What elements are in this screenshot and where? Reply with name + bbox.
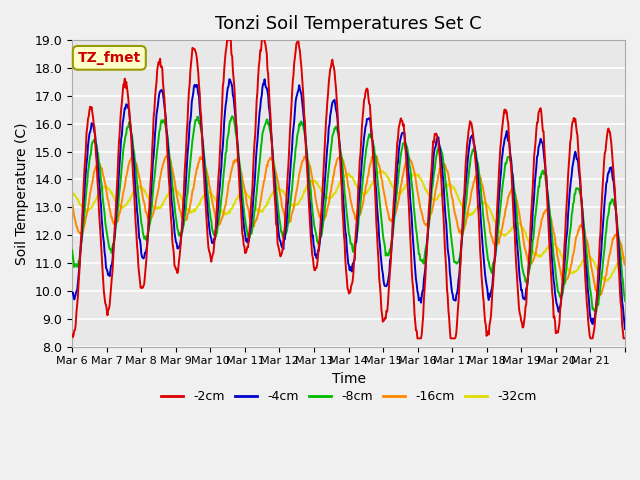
- Line: -2cm: -2cm: [72, 32, 625, 338]
- -16cm: [262, 168, 270, 174]
- -16cm: [596, 293, 604, 299]
- Line: -16cm: -16cm: [72, 154, 625, 296]
- -32cm: [377, 168, 385, 173]
- X-axis label: Time: Time: [332, 372, 365, 386]
- -32cm: [604, 278, 612, 284]
- -2cm: [406, 233, 414, 239]
- -32cm: [262, 203, 270, 209]
- -4cm: [133, 207, 141, 213]
- Y-axis label: Soil Temperature (C): Soil Temperature (C): [15, 122, 29, 264]
- -8cm: [133, 180, 141, 185]
- -2cm: [260, 29, 268, 35]
- -2cm: [413, 336, 421, 341]
- -8cm: [621, 298, 629, 304]
- -32cm: [621, 255, 629, 261]
- -4cm: [225, 76, 233, 82]
- -8cm: [437, 147, 445, 153]
- -8cm: [284, 222, 291, 228]
- -2cm: [235, 168, 243, 173]
- -16cm: [371, 151, 379, 156]
- -8cm: [228, 113, 236, 119]
- -4cm: [621, 326, 629, 332]
- -4cm: [68, 290, 76, 296]
- -2cm: [621, 336, 629, 341]
- -32cm: [133, 185, 141, 191]
- Line: -32cm: -32cm: [72, 170, 625, 281]
- -8cm: [263, 117, 271, 122]
- -32cm: [68, 191, 76, 197]
- -16cm: [133, 163, 141, 169]
- -16cm: [406, 157, 414, 163]
- -8cm: [593, 310, 600, 315]
- -2cm: [263, 51, 271, 57]
- Legend: -2cm, -4cm, -8cm, -16cm, -32cm: -2cm, -4cm, -8cm, -16cm, -32cm: [156, 385, 541, 408]
- -4cm: [406, 196, 414, 202]
- -32cm: [235, 193, 243, 199]
- Text: TZ_fmet: TZ_fmet: [77, 51, 141, 65]
- -4cm: [236, 166, 243, 172]
- -8cm: [236, 159, 243, 165]
- -32cm: [283, 195, 291, 201]
- Title: Tonzi Soil Temperatures Set C: Tonzi Soil Temperatures Set C: [215, 15, 482, 33]
- -2cm: [68, 332, 76, 337]
- -2cm: [284, 173, 291, 179]
- -8cm: [406, 165, 414, 171]
- Line: -4cm: -4cm: [72, 79, 625, 329]
- -16cm: [235, 160, 243, 166]
- -16cm: [437, 163, 445, 169]
- -2cm: [133, 242, 141, 248]
- -16cm: [283, 219, 291, 225]
- -4cm: [284, 202, 291, 208]
- -2cm: [438, 189, 445, 194]
- -32cm: [406, 175, 414, 180]
- -8cm: [68, 247, 76, 253]
- -16cm: [621, 262, 629, 268]
- -32cm: [437, 190, 445, 196]
- Line: -8cm: -8cm: [72, 116, 625, 312]
- -4cm: [263, 85, 271, 91]
- -16cm: [68, 201, 76, 206]
- -4cm: [437, 156, 445, 162]
